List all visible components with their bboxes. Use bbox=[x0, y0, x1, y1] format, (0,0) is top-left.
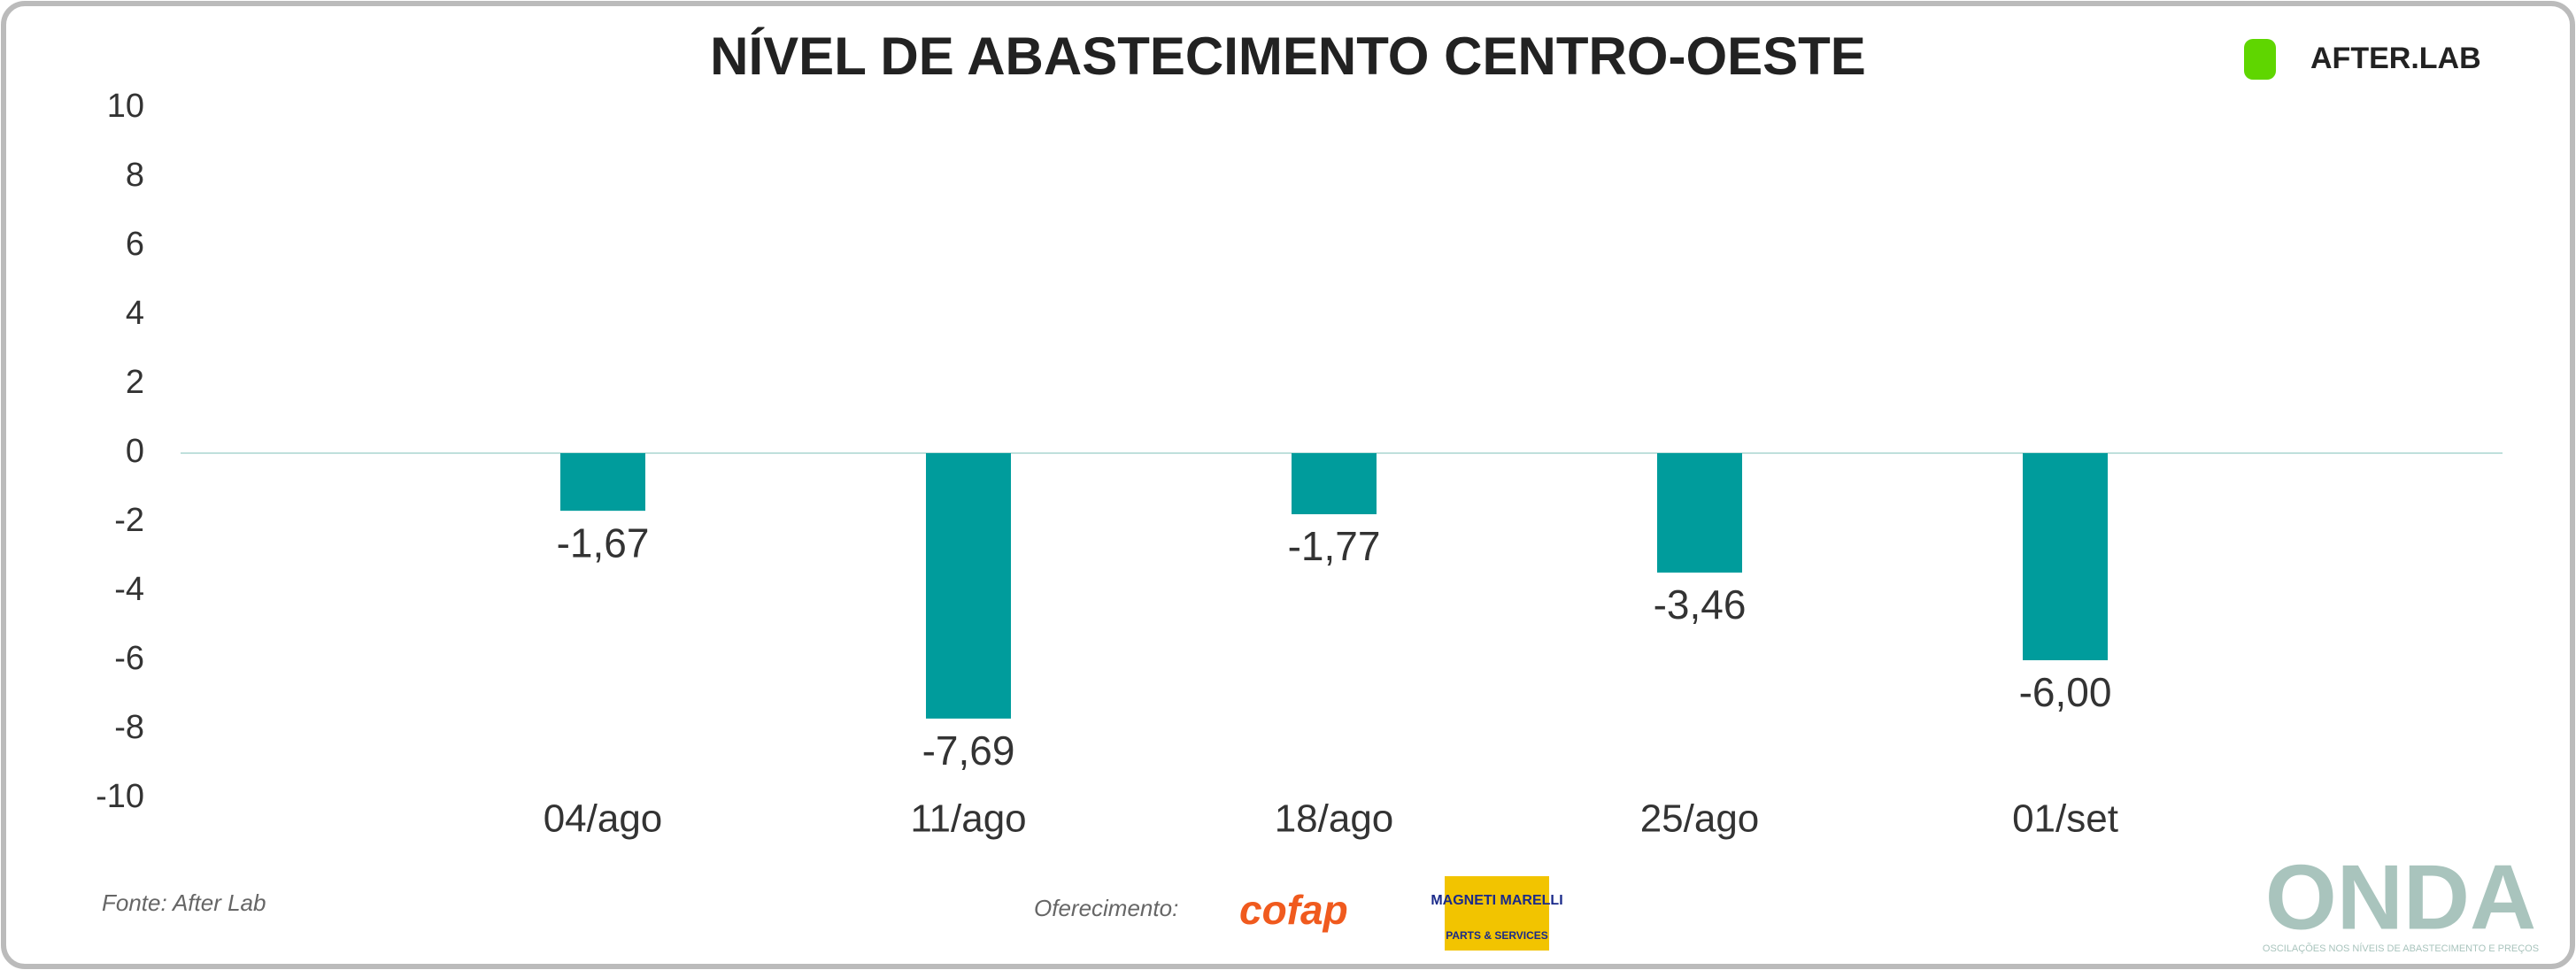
y-tick-label: -6 bbox=[114, 640, 144, 677]
bar bbox=[926, 453, 1011, 719]
y-tick-label: 0 bbox=[126, 433, 144, 470]
chart-title: NÍVEL DE ABASTECIMENTO CENTRO-OESTE bbox=[710, 27, 1866, 86]
y-tick-label: 10 bbox=[107, 88, 144, 125]
x-tick-label: 25/ago bbox=[1640, 797, 1760, 841]
value-label: -1,77 bbox=[1288, 523, 1381, 569]
y-tick-label: 2 bbox=[126, 364, 144, 401]
y-tick-label: 6 bbox=[126, 226, 144, 263]
bar bbox=[1292, 453, 1377, 515]
sponsor-label: Oferecimento: bbox=[1034, 895, 1178, 921]
bar bbox=[560, 453, 645, 512]
magneti-box bbox=[1445, 876, 1549, 951]
bar bbox=[1657, 453, 1742, 573]
onda-sub: OSCILAÇÕES NOS NÍVEIS DE ABASTECIMENTO E… bbox=[2263, 943, 2539, 954]
source: Fonte: After Lab bbox=[102, 889, 266, 916]
cofap-logo: cofap bbox=[1239, 887, 1348, 933]
y-tick-label: -4 bbox=[114, 571, 144, 608]
x-tick-label: 18/ago bbox=[1275, 797, 1394, 841]
magneti-sub: PARTS & SERVICES bbox=[1446, 929, 1548, 942]
x-tick-label: 01/set bbox=[2012, 797, 2118, 841]
y-tick-label: -8 bbox=[114, 709, 144, 746]
x-tick-label: 04/ago bbox=[544, 797, 663, 841]
value-label: -3,46 bbox=[1654, 581, 1747, 627]
y-tick-label: -10 bbox=[96, 778, 144, 815]
afterlab-logo: AFTER.LAB bbox=[2310, 42, 2481, 75]
value-label: -1,67 bbox=[557, 520, 650, 566]
y-tick-label: -2 bbox=[114, 502, 144, 539]
magneti-logo: MAGNETI MARELLI bbox=[1431, 893, 1562, 908]
bar bbox=[2023, 453, 2108, 660]
onda-logo: ONDA bbox=[2265, 846, 2536, 949]
x-tick-label: 11/ago bbox=[910, 797, 1026, 841]
y-tick-label: 4 bbox=[126, 295, 144, 332]
afterlab-icon bbox=[2244, 39, 2276, 80]
value-label: -7,69 bbox=[922, 728, 1015, 774]
value-label: -6,00 bbox=[2019, 669, 2112, 715]
y-tick-label: 8 bbox=[126, 157, 144, 194]
